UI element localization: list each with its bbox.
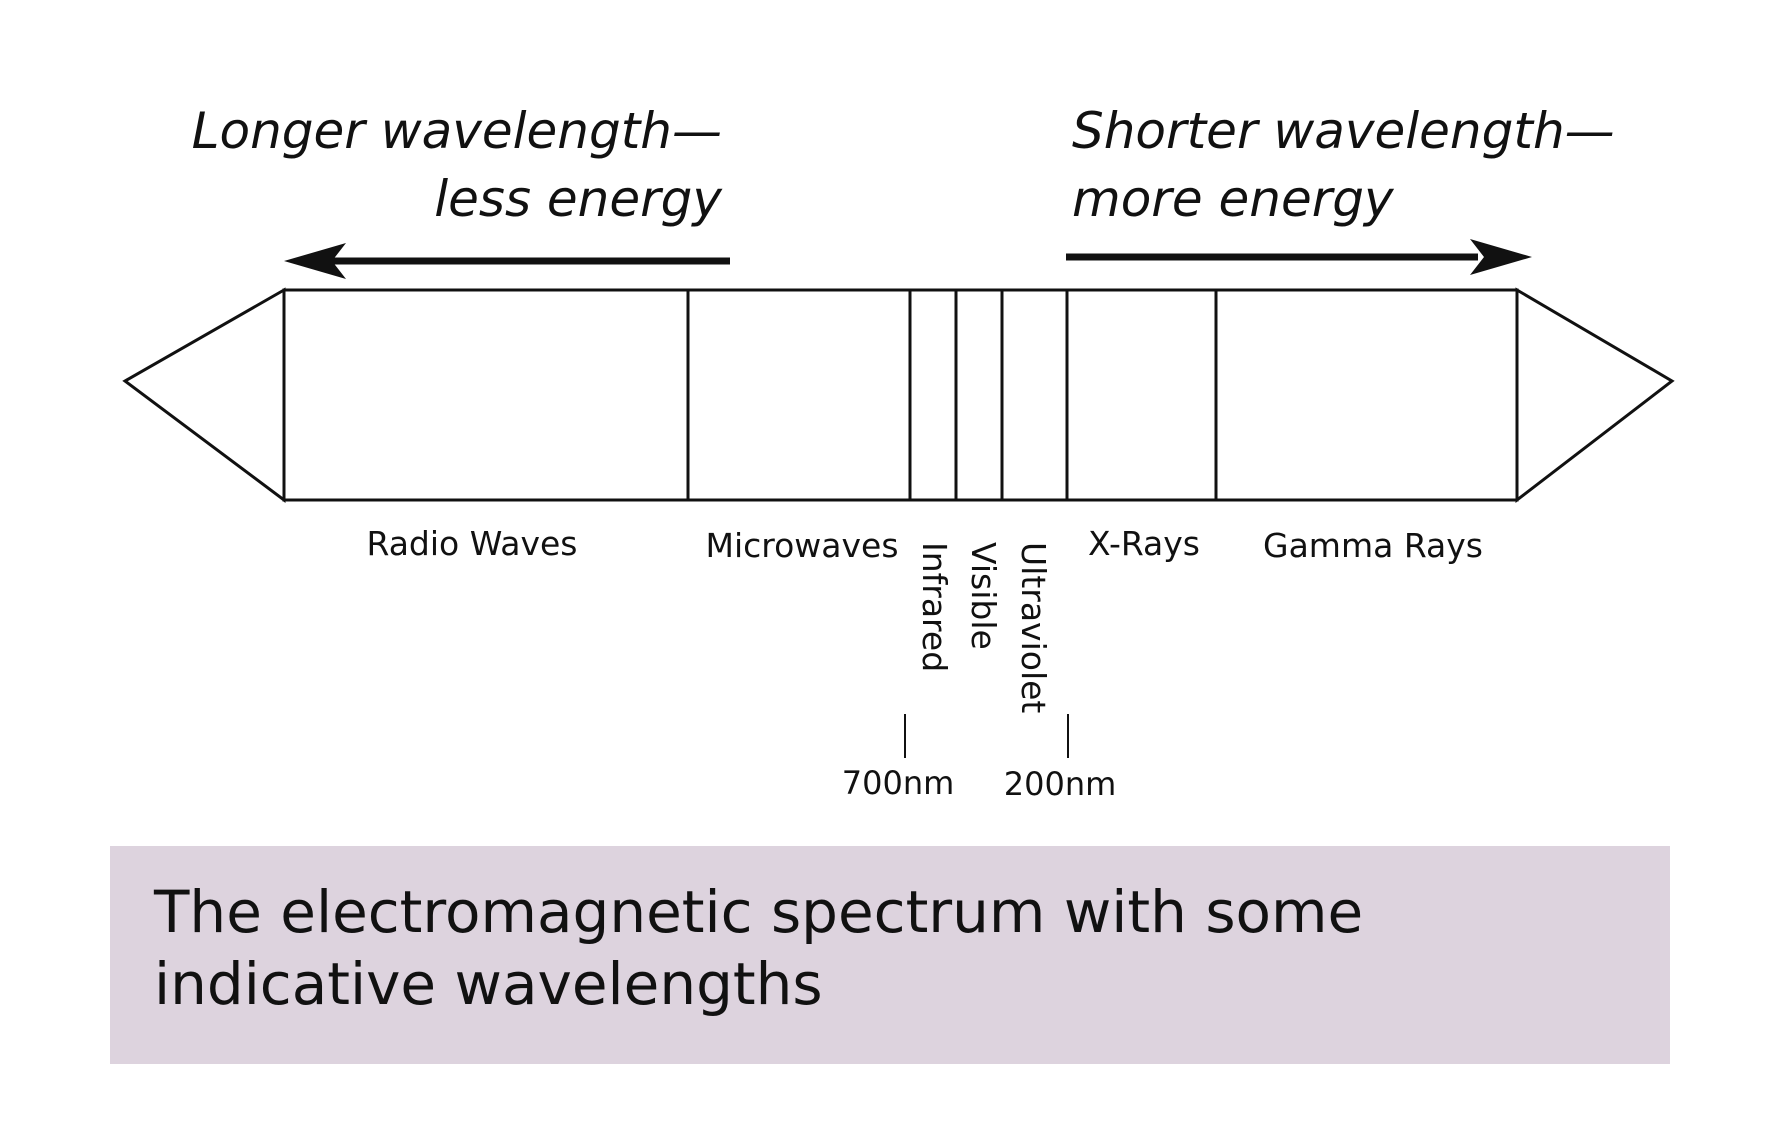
right-heading-line2: more energy: [1072, 170, 1395, 228]
marker-label-200nm: 200nm: [1004, 765, 1117, 803]
caption-box: The electromagnetic spectrum with some i…: [110, 846, 1670, 1064]
band-label-gamma-rays: Gamma Rays: [1263, 526, 1483, 565]
band-label-microwaves: Microwaves: [705, 526, 898, 565]
spectrum-body: [282, 288, 1519, 502]
left-end-cap: [122, 287, 286, 503]
band-label-ultraviolet: Ultraviolet: [1014, 542, 1053, 713]
left-heading-line1: Longer wavelength—: [192, 102, 722, 160]
figure-caption: The electromagnetic spectrum with some i…: [154, 878, 1364, 1018]
spectrum-bar: [122, 287, 1675, 504]
band-label-infrared: Infrared: [915, 542, 954, 672]
left-heading-line2: less energy: [434, 170, 723, 228]
right-end-cap: [1515, 287, 1675, 504]
band-label-x-rays: X-Rays: [1088, 524, 1200, 563]
marker-label-700nm: 700nm: [842, 764, 955, 802]
right-heading-line1: Shorter wavelength—: [1072, 102, 1615, 160]
left-arrow-icon: [284, 243, 730, 279]
band-label-visible: Visible: [964, 542, 1003, 650]
band-label-radio-waves: Radio Waves: [367, 524, 578, 563]
right-arrow-icon: [1066, 239, 1532, 275]
